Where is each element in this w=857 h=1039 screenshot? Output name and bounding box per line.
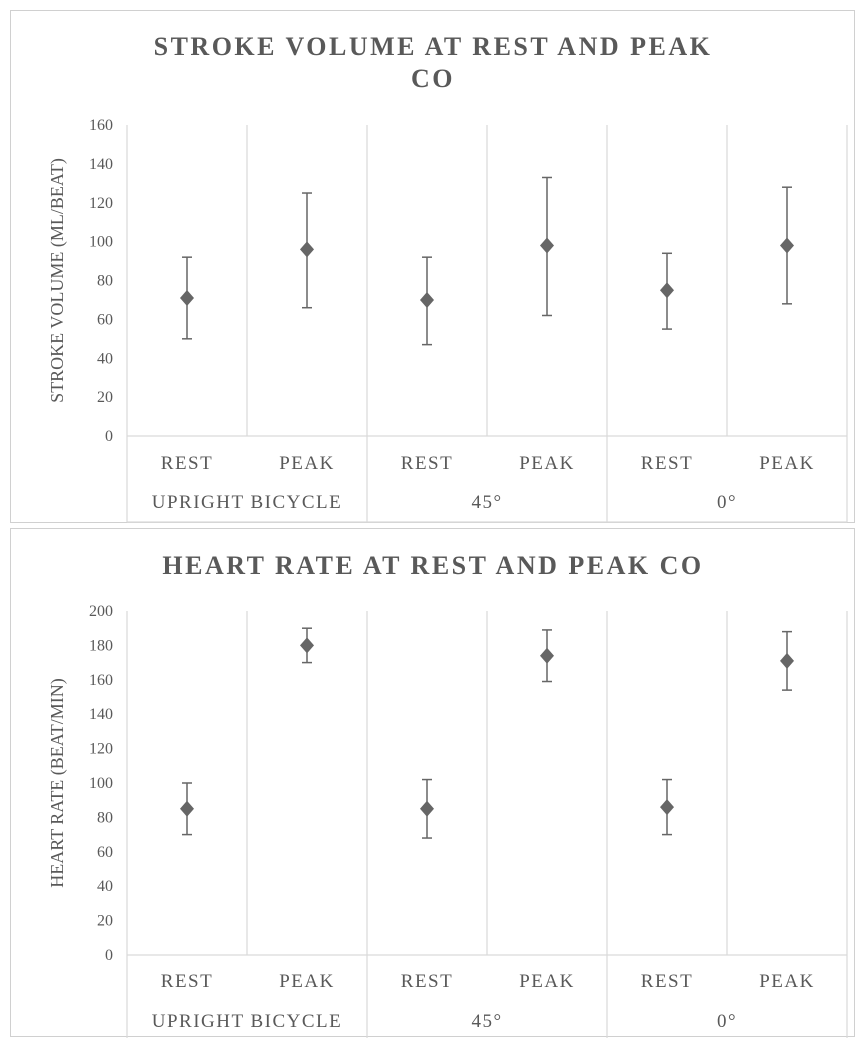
y-tick-label: 180 xyxy=(89,637,113,654)
y-tick-label: 40 xyxy=(97,350,113,367)
y-tick-label: 60 xyxy=(97,844,113,861)
x-category-label: REST xyxy=(401,971,453,992)
x-category-label: REST xyxy=(401,453,453,474)
y-tick-label: 120 xyxy=(89,195,113,212)
y-tick-label: 160 xyxy=(89,117,113,134)
x-category-label: PEAK xyxy=(759,971,815,992)
x-group-label: 45° xyxy=(471,1011,502,1032)
chart-title-line: STROKE VOLUME AT REST AND PEAK xyxy=(154,32,713,61)
data-point-marker xyxy=(540,647,554,664)
data-point-marker xyxy=(180,800,194,817)
data-point-marker xyxy=(300,637,314,654)
chart-title-line: HEART RATE AT REST AND PEAK CO xyxy=(162,551,703,580)
y-tick-label: 0 xyxy=(105,947,113,964)
x-category-label: REST xyxy=(161,971,213,992)
y-tick-label: 60 xyxy=(97,311,113,328)
x-category-label: PEAK xyxy=(519,971,575,992)
data-point-marker xyxy=(780,237,794,254)
chart-title-line: CO xyxy=(411,64,455,93)
y-tick-label: 120 xyxy=(89,741,113,758)
data-point-marker xyxy=(540,237,554,254)
y-tick-label: 80 xyxy=(97,809,113,826)
y-tick-label: 140 xyxy=(89,156,113,173)
data-point-marker xyxy=(420,800,434,817)
x-category-label: PEAK xyxy=(519,453,575,474)
data-point-marker xyxy=(420,291,434,308)
x-category-label: PEAK xyxy=(279,453,335,474)
x-group-label: 45° xyxy=(471,492,502,513)
y-tick-label: 20 xyxy=(97,913,113,930)
x-category-label: REST xyxy=(641,971,693,992)
x-group-label: 0° xyxy=(717,492,737,513)
x-category-label: REST xyxy=(161,453,213,474)
y-axis-label: STROKE VOLUME (ML/BEAT) xyxy=(47,158,68,403)
y-tick-label: 160 xyxy=(89,672,113,689)
x-group-label: 0° xyxy=(717,1011,737,1032)
x-category-label: PEAK xyxy=(759,453,815,474)
stroke-volume-chart: STROKE VOLUME AT REST AND PEAK CO 0 20 40 60 8… xyxy=(47,32,848,523)
heart-rate-chart-panel: HEART RATE AT REST AND PEAK CO 0 20 40 60 80 1… xyxy=(10,528,855,1038)
y-tick-label: 20 xyxy=(97,389,113,406)
data-point-marker xyxy=(660,282,674,299)
x-group-label: UPRIGHT BICYCLE xyxy=(152,1011,343,1032)
y-tick-label: 200 xyxy=(89,603,113,620)
data-point-marker xyxy=(300,241,314,258)
y-tick-label: 100 xyxy=(89,775,113,792)
y-tick-label: 80 xyxy=(97,273,113,290)
y-axis-label: HEART RATE (BEAT/MIN) xyxy=(47,678,68,888)
x-group-label: UPRIGHT BICYCLE xyxy=(152,492,343,513)
x-category-label: REST xyxy=(641,453,693,474)
y-tick-label: 0 xyxy=(105,428,113,445)
data-point-marker xyxy=(780,652,794,669)
y-tick-label: 40 xyxy=(97,878,113,895)
stroke-volume-chart-panel: STROKE VOLUME AT REST AND PEAK CO 0 20 40 60 8… xyxy=(10,10,855,523)
data-point-marker xyxy=(660,799,674,816)
y-tick-label: 140 xyxy=(89,706,113,723)
heart-rate-chart: HEART RATE AT REST AND PEAK CO 0 20 40 60 80 1… xyxy=(47,551,848,1038)
y-tick-label: 100 xyxy=(89,234,113,251)
x-category-label: PEAK xyxy=(279,971,335,992)
data-point-marker xyxy=(180,289,194,306)
